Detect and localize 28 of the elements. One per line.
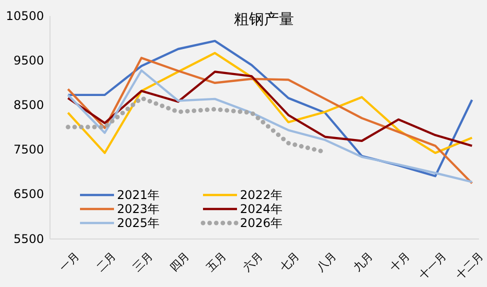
x-tick-label: 三月 <box>130 250 156 274</box>
x-tick-label: 七月 <box>277 250 302 274</box>
x-tick-label: 八月 <box>314 250 339 274</box>
line-series <box>66 40 474 178</box>
y-tick-label: 9500 <box>13 53 44 68</box>
x-tick-label: 十一月 <box>416 250 450 282</box>
legend-label: 2026年 <box>240 216 283 230</box>
x-tick-label: 九月 <box>350 250 376 274</box>
legend-label: 2024年 <box>240 202 283 216</box>
y-tick-label: 8500 <box>13 98 44 112</box>
legend-label: 2021年 <box>117 188 160 202</box>
x-tick-label: 十二月 <box>453 250 486 282</box>
y-tick-label: 5500 <box>13 232 44 246</box>
x-tick-label: 四月 <box>167 250 192 274</box>
legend-label: 2025年 <box>117 216 160 230</box>
line-series <box>66 70 474 147</box>
y-tick-label: 10500 <box>6 8 44 23</box>
legend-label: 2023年 <box>117 202 160 216</box>
x-tick-label: 五月 <box>204 250 229 274</box>
x-tick-label: 一月 <box>57 250 82 274</box>
y-tick-label: 6500 <box>13 187 44 202</box>
line-series <box>66 52 474 154</box>
x-tick-label: 二月 <box>94 250 118 274</box>
legend-label: 2022年 <box>240 188 283 202</box>
y-tick-label: 7500 <box>13 142 44 157</box>
x-tick-label: 六月 <box>240 250 266 274</box>
chart-title: 粗钢产量 <box>234 10 294 28</box>
x-tick-label: 十月 <box>388 250 412 274</box>
